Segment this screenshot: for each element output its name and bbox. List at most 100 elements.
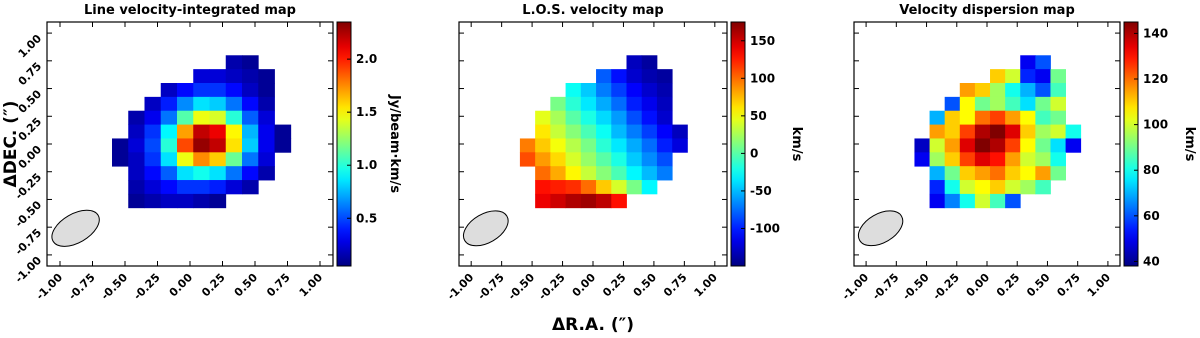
map-cell (990, 96, 1006, 112)
x-tick-label: -1.00 (34, 271, 66, 303)
chart-title: Line velocity-integrated map (84, 3, 296, 18)
map-cell (656, 138, 673, 153)
map-cell (641, 124, 658, 139)
map-cell (596, 110, 612, 125)
map-cell (1035, 69, 1051, 84)
map-cell (656, 69, 673, 84)
map-cell (944, 166, 961, 181)
map-cell (565, 180, 582, 195)
map-cell (160, 193, 178, 209)
map-cell (1035, 152, 1051, 167)
map-cell (1005, 83, 1021, 98)
map-cell (626, 96, 643, 112)
map-cell (1035, 180, 1051, 195)
map-cell (1020, 110, 1036, 125)
map-cell (1020, 83, 1036, 98)
map-cell (1020, 166, 1036, 181)
map-cell (160, 138, 178, 153)
map-cell (519, 152, 536, 167)
map-cell (944, 138, 961, 153)
map-cell (209, 152, 227, 167)
map-cell (112, 138, 129, 153)
map-cell (535, 110, 551, 125)
map-cell (535, 193, 551, 209)
map-cell (1035, 96, 1051, 112)
map-cell (535, 124, 551, 139)
x-tick-label: 0.75 (1054, 271, 1082, 299)
colorbar (336, 21, 352, 267)
map-cell (611, 96, 627, 112)
map-cell (1050, 166, 1066, 181)
map-cell (1020, 152, 1036, 167)
y-tick-label: -1.00 (13, 254, 45, 286)
map-cell (929, 138, 946, 153)
map-cell (641, 83, 658, 98)
map-cell (990, 152, 1006, 167)
map-cell (1035, 166, 1051, 181)
map-cell (596, 69, 612, 84)
map-cell (258, 138, 275, 153)
map-cell (929, 110, 946, 125)
map-cell (258, 96, 275, 112)
map-cell (1005, 96, 1021, 112)
map-cell (535, 152, 551, 167)
map-cell (656, 124, 673, 139)
map-cell (1005, 166, 1021, 181)
map-cell (160, 124, 178, 139)
map-cell (225, 69, 243, 84)
colorbar-tick-label: 0 (750, 146, 758, 160)
map-cell (1050, 138, 1066, 153)
map-cell (974, 124, 991, 139)
map-cell (225, 166, 243, 181)
map-cell (611, 110, 627, 125)
map-cell (990, 110, 1006, 125)
map-cell (242, 83, 259, 98)
map-cell (209, 124, 227, 139)
map-cell (177, 193, 194, 209)
map-cell (144, 138, 162, 153)
map-cell (160, 83, 178, 98)
map-cell (565, 110, 582, 125)
map-cell (611, 180, 627, 195)
map-cell (990, 180, 1006, 195)
map-cell (1050, 152, 1066, 167)
map-cell (1020, 96, 1036, 112)
map-cell (128, 152, 145, 167)
map-cell (193, 138, 210, 153)
map-cell (626, 180, 643, 195)
map-cell (959, 138, 976, 153)
map-cell (193, 110, 210, 125)
map-cell (535, 138, 551, 153)
map-cell (944, 152, 961, 167)
map-cell (580, 193, 597, 209)
colorbar-label: km/s (1182, 127, 1197, 162)
map-cell (929, 124, 946, 139)
map-cell (258, 124, 275, 139)
beam (463, 210, 509, 247)
map-cell (596, 124, 612, 139)
x-tick-label: 0.25 (994, 271, 1022, 299)
y-tick-label: 1.00 (16, 32, 45, 61)
chart-title: L.O.S. velocity map (522, 3, 663, 18)
map-cell (193, 96, 210, 112)
map-cell (990, 138, 1006, 153)
map-cell (242, 124, 259, 139)
map-cell (550, 96, 566, 112)
map-cell (177, 83, 194, 98)
map-cell (144, 110, 162, 125)
map-cell (177, 152, 194, 167)
map-cell (914, 138, 930, 153)
colorbar-tick-label: 2.0 (356, 52, 377, 66)
map-cell (1020, 138, 1036, 153)
colorbar-label: km/s (789, 127, 804, 162)
y-axis-label: ΔDEC. (″) (1, 101, 21, 188)
map-cell (611, 152, 627, 167)
colorbar-tick-label: -100 (750, 221, 780, 235)
map-cell (1035, 110, 1051, 125)
x-tick-label: -0.50 (506, 271, 538, 303)
x-tick-label: -1.00 (445, 271, 477, 303)
x-tick-label: 0.25 (199, 271, 227, 299)
x-tick-label: -0.50 (99, 271, 131, 303)
map-cell (656, 166, 673, 181)
x-tick-label: -0.25 (930, 271, 962, 303)
